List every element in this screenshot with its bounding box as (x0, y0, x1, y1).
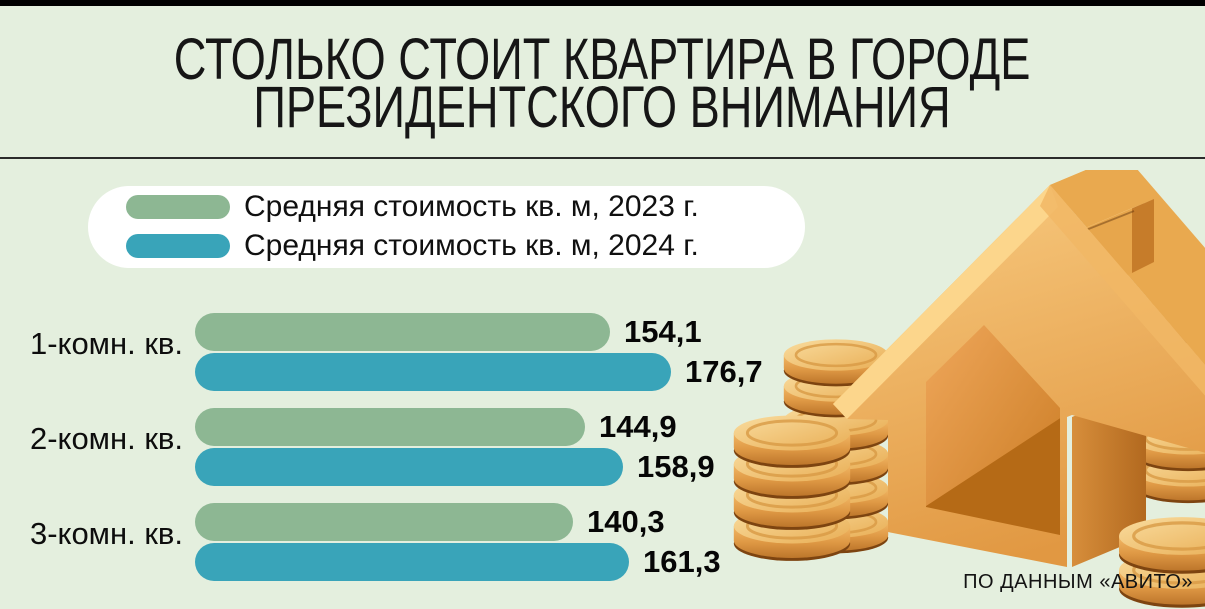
bar-3room-2024 (195, 543, 629, 581)
bar-row-2room-2023: 144,9 (195, 408, 677, 446)
legend-label-2023: Средняя стоимость кв. м, 2023 г. (244, 190, 699, 223)
bar-value-2room-2024: 158,9 (637, 449, 715, 484)
legend-label-2024: Средняя стоимость кв. м, 2024 г. (244, 229, 699, 262)
bar-2room-2024 (195, 448, 623, 486)
page-title: СТОЛЬКО СТОИТ КВАРТИРА В ГОРОДЕ ПРЕЗИДЕН… (0, 27, 1205, 140)
coin-stack-left-front (732, 414, 852, 563)
bar-2room-2023 (195, 408, 585, 446)
category-label-1room: 1-комн. кв. (29, 326, 183, 361)
golden-house (833, 170, 1205, 567)
legend-swatch-2024 (126, 234, 230, 258)
data-source-label: ПО ДАННЫМ «АВИТО» (963, 571, 1193, 593)
title-separator-line (0, 157, 1205, 159)
house-piggy-bank-illustration (732, 170, 1205, 609)
category-label-2room: 2-комн. кв. (29, 421, 183, 456)
bar-value-1room-2023: 154,1 (624, 314, 702, 349)
bar-value-1room-2024: 176,7 (685, 354, 763, 389)
bar-value-3room-2024: 161,3 (643, 544, 721, 579)
category-label-3room: 3-комн. кв. (29, 516, 183, 551)
coin-stack-right-front (1117, 515, 1205, 609)
bar-row-3room-2024: 161,3 (195, 543, 721, 581)
bar-value-2room-2023: 144,9 (599, 409, 677, 444)
bar-row-1room-2023: 154,1 (195, 313, 702, 351)
bar-3room-2023 (195, 503, 573, 541)
bar-row-2room-2024: 158,9 (195, 448, 715, 486)
bar-row-1room-2024: 176,7 (195, 353, 763, 391)
page-title-line-1: СТОЛЬКО СТОИТ КВАРТИРА В ГОРОДЕ (174, 27, 1031, 92)
legend-swatch-2023 (126, 195, 230, 219)
bar-value-3room-2023: 140,3 (587, 504, 665, 539)
chart-legend: Средняя стоимость кв. м, 2023 г. Средняя… (88, 186, 805, 268)
bar-1room-2024 (195, 353, 671, 391)
bar-1room-2023 (195, 313, 610, 351)
bar-row-3room-2023: 140,3 (195, 503, 665, 541)
page-title-line-2: ПРЕЗИДЕНТСКОГО ВНИМАНИЯ (253, 75, 952, 140)
top-black-bar (0, 0, 1205, 6)
